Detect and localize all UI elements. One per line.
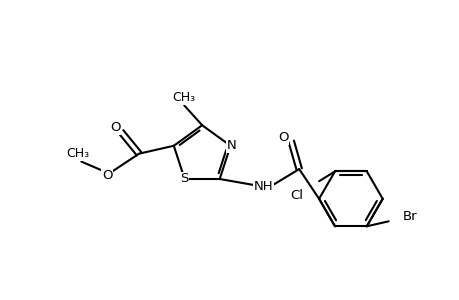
Text: S: S xyxy=(180,172,188,185)
Text: N: N xyxy=(226,139,236,152)
Text: Cl: Cl xyxy=(290,189,302,202)
Text: CH₃: CH₃ xyxy=(66,147,89,160)
Text: Br: Br xyxy=(402,210,416,223)
Text: O: O xyxy=(277,131,288,144)
Text: O: O xyxy=(102,169,112,182)
Text: CH₃: CH₃ xyxy=(172,91,196,104)
Text: NH: NH xyxy=(253,180,273,194)
Text: O: O xyxy=(110,122,120,134)
